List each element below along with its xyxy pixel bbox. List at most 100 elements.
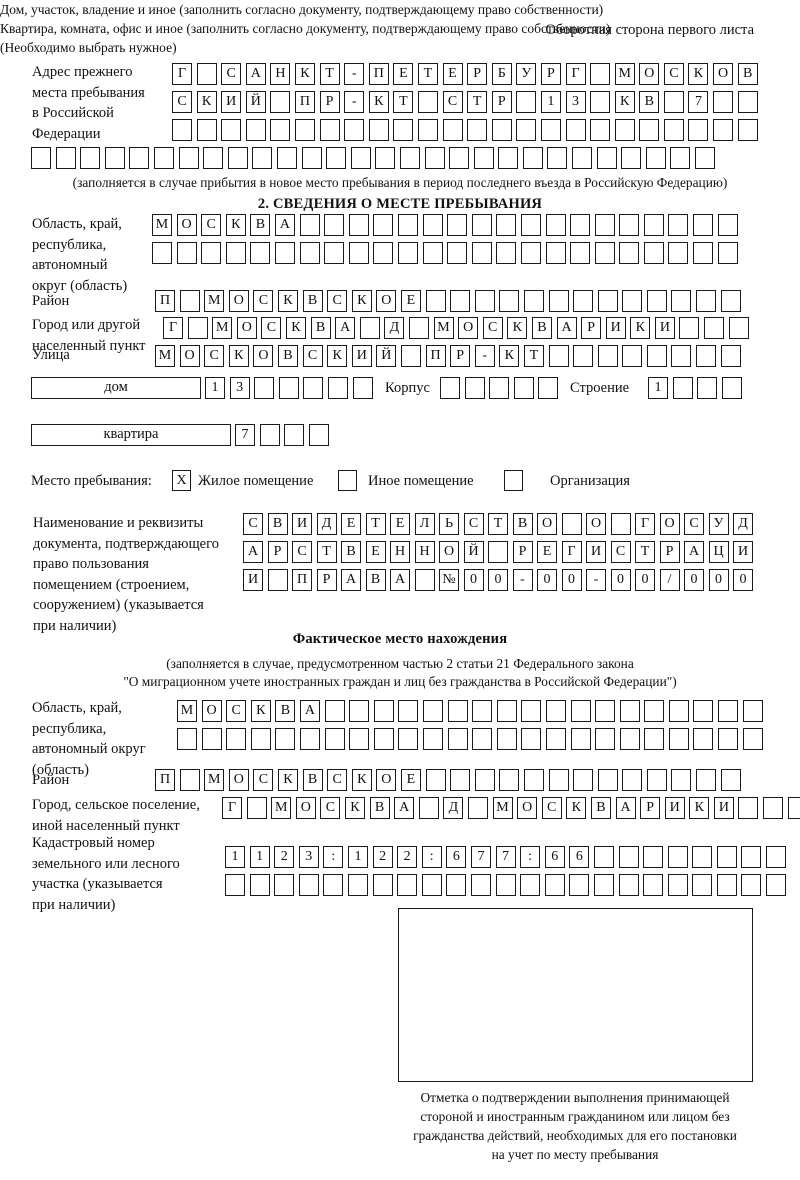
house-cell-5[interactable] — [303, 377, 324, 399]
actual-region-r2-cell-9[interactable] — [373, 728, 394, 750]
document-r1-cell-19[interactable]: С — [684, 513, 704, 535]
prev-address-r3-cell-3[interactable] — [221, 119, 242, 141]
prev-address-r4-cell-24[interactable] — [596, 147, 617, 169]
actual-district-cell-1[interactable]: П — [155, 769, 175, 791]
section2-region-r1-cell-24[interactable] — [717, 214, 738, 236]
section2-city-cell-11[interactable] — [408, 317, 429, 339]
actual-region-r2-cell-1[interactable] — [177, 728, 197, 750]
document-r1-cell-14[interactable] — [561, 513, 582, 535]
house-cell-4[interactable] — [278, 377, 299, 399]
section2-city-cell-18[interactable]: Р — [581, 317, 602, 339]
actual-region-r1-cell-6[interactable]: А — [299, 700, 320, 722]
document-r2-cell-5[interactable]: В — [341, 541, 361, 563]
prev-address-r3-cell-21[interactable] — [663, 119, 684, 141]
section2-street-cell-19[interactable] — [597, 345, 618, 367]
section2-district-cell-9[interactable]: К — [351, 290, 372, 312]
section2-street-cell-5[interactable]: О — [253, 345, 274, 367]
actual-district-cell-16[interactable] — [523, 769, 544, 791]
section2-region-r2-cell-14[interactable] — [471, 242, 492, 264]
actual-city-cell-20[interactable]: К — [689, 797, 710, 819]
prev-address-r3-cell-1[interactable] — [172, 119, 192, 141]
stroenie-cell-2[interactable] — [672, 377, 693, 399]
korpus-cells[interactable] — [440, 377, 559, 399]
document-r3-cell-1[interactable]: И — [243, 569, 263, 591]
section2-district-cell-13[interactable] — [450, 290, 471, 312]
actual-region-r2-cell-24[interactable] — [742, 728, 763, 750]
actual-region-r1-cell-15[interactable] — [521, 700, 542, 722]
flat-cell-1[interactable]: 7 — [235, 424, 255, 446]
actual-region-r1-cell-23[interactable] — [718, 700, 739, 722]
document-r2-cell-1[interactable]: А — [243, 541, 263, 563]
section2-district-cell-20[interactable] — [622, 290, 643, 312]
prev-address-r4-cell-8[interactable] — [203, 147, 224, 169]
prev-address-r1-cell-1[interactable]: Г — [172, 63, 192, 85]
section2-street-cell-23[interactable] — [696, 345, 717, 367]
stay-option-organization-checkbox[interactable] — [504, 470, 523, 491]
actual-city-cell-17[interactable]: А — [615, 797, 636, 819]
section2-city-cell-10[interactable]: Д — [384, 317, 405, 339]
document-r3-cell-7[interactable]: А — [390, 569, 410, 591]
section2-region-r1-cell-23[interactable] — [693, 214, 714, 236]
cadastral-r1-cell-13[interactable]: : — [520, 846, 541, 868]
document-r2-cell-14[interactable]: Г — [561, 541, 582, 563]
document-r1-cell-8[interactable]: Л — [414, 513, 435, 535]
cadastral-r1-cell-8[interactable]: 2 — [397, 846, 418, 868]
document-r1-cell-7[interactable]: Е — [390, 513, 410, 535]
korpus-cell-4[interactable] — [513, 377, 534, 399]
prev-address-r4-cell-21[interactable] — [522, 147, 543, 169]
prev-address-r1-cell-16[interactable]: Р — [540, 63, 561, 85]
section2-region-r2-cell-10[interactable] — [373, 242, 394, 264]
document-r2-cell-11[interactable] — [488, 541, 508, 563]
prev-address-r3-cell-7[interactable] — [319, 119, 340, 141]
prev-address-r4-cell-5[interactable] — [129, 147, 150, 169]
document-r3-cell-14[interactable]: 0 — [561, 569, 582, 591]
prev-address-r3-cell-24[interactable] — [737, 119, 758, 141]
actual-region-r2-cell-5[interactable] — [275, 728, 296, 750]
document-r1-cell-3[interactable]: И — [292, 513, 312, 535]
cadastral-r2-cell-16[interactable] — [593, 874, 614, 896]
section2-city-cell-13[interactable]: О — [458, 317, 479, 339]
prev-address-r3-cell-19[interactable] — [614, 119, 635, 141]
prev-address-r4-cell-22[interactable] — [547, 147, 568, 169]
actual-region-r2-cell-6[interactable] — [299, 728, 320, 750]
actual-region-r2-cell-20[interactable] — [644, 728, 665, 750]
section2-region-r1-cell-19[interactable] — [594, 214, 615, 236]
section2-region-r2-cell-4[interactable] — [225, 242, 246, 264]
section2-street-cell-20[interactable] — [622, 345, 643, 367]
stroenie-cells[interactable]: 1 — [648, 377, 742, 399]
section2-region-r2-cell-16[interactable] — [520, 242, 541, 264]
section2-city-cell-23[interactable] — [704, 317, 725, 339]
cadastral-r2-cell-11[interactable] — [470, 874, 491, 896]
prev-address-r1-cell-19[interactable]: М — [614, 63, 635, 85]
cadastral-r1-cell-21[interactable] — [716, 846, 737, 868]
actual-region-r2-cell-18[interactable] — [595, 728, 616, 750]
actual-district-cell-20[interactable] — [622, 769, 643, 791]
flat-cell-4[interactable] — [308, 424, 329, 446]
stroenie-cell-1[interactable]: 1 — [648, 377, 668, 399]
section2-city-cell-7[interactable]: В — [310, 317, 331, 339]
cadastral-r1-cell-18[interactable] — [643, 846, 664, 868]
section2-district-cell-19[interactable] — [597, 290, 618, 312]
actual-region-r2-cell-21[interactable] — [668, 728, 689, 750]
prev-address-r3-cell-18[interactable] — [590, 119, 611, 141]
prev-address-r2-cell-10[interactable]: Т — [393, 91, 414, 113]
house-cell-6[interactable] — [327, 377, 348, 399]
section2-district-cell-14[interactable] — [474, 290, 495, 312]
actual-region-r1-cell-11[interactable] — [422, 700, 443, 722]
prev-address-r1-cell-21[interactable]: С — [663, 63, 684, 85]
section2-region-r2-cell-19[interactable] — [594, 242, 615, 264]
prev-address-row-3[interactable] — [172, 119, 758, 141]
section2-region-r2-cell-3[interactable] — [201, 242, 222, 264]
document-r2-cell-2[interactable]: Р — [267, 541, 288, 563]
prev-address-r4-cell-15[interactable] — [375, 147, 396, 169]
prev-address-r4-cell-20[interactable] — [498, 147, 519, 169]
actual-region-r2-cell-3[interactable] — [226, 728, 247, 750]
section2-street-cell-2[interactable]: О — [179, 345, 200, 367]
section2-city-cell-16[interactable]: В — [531, 317, 552, 339]
actual-region-r1-cell-22[interactable] — [693, 700, 714, 722]
flat-number-cells[interactable]: 7 — [235, 424, 329, 446]
actual-district-cell-10[interactable]: О — [376, 769, 397, 791]
prev-address-r4-cell-6[interactable] — [153, 147, 174, 169]
